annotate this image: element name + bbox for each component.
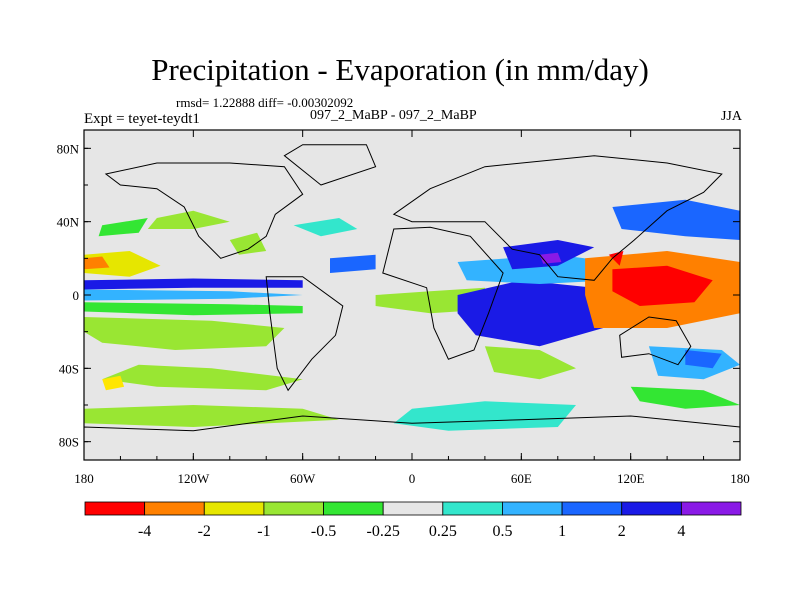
coastline [283,144,377,186]
colorbar-label: -2 [198,523,211,540]
coastline [104,162,304,259]
colorbar-swatch [382,501,444,516]
colorbar: -4 -2 -1 -0.5 -0.25 0.25 0.5 1 2 4 [84,501,742,540]
colorbar-swatch [621,501,682,516]
colorbar-label: 0.5 [492,523,512,540]
value-region [293,218,358,237]
colorbar-swatch [144,501,205,516]
experiment-label: Expt = teyet-teydt1 [84,111,200,127]
chart-title: Precipitation - Evaporation (in mm/day) [151,52,649,87]
value-region [84,278,303,290]
y-tick-label: 80S [59,435,79,450]
value-region [484,346,576,380]
value-region [84,302,303,316]
colorbar-swatch [442,501,503,516]
colorbar-label: 1 [558,523,566,540]
colorbar-label: 0.25 [429,523,457,540]
x-tick-label: 60W [290,471,316,486]
value-region [84,251,161,277]
value-region [393,401,576,431]
value-region [612,199,740,240]
colorbar-swatch [323,501,384,516]
value-region [84,405,340,427]
y-tick-label: 0 [73,288,80,303]
x-tick-label: 60E [511,471,532,486]
case-label: 097_2_MaBP - 097_2_MaBP [310,108,477,123]
x-tick-label: 180 [74,471,94,486]
value-region [84,317,285,350]
y-tick-label: 40N [57,215,80,230]
value-region [102,364,303,391]
value-region [457,254,613,284]
colorbar-swatch [561,501,623,516]
value-region [685,350,722,369]
value-region [229,232,267,255]
value-region [330,254,376,273]
x-tick-label: 120W [177,471,210,486]
value-region [98,218,148,237]
coastline [84,415,740,460]
colorbar-swatch [680,501,742,516]
colorbar-label: 2 [618,523,626,540]
value-region [147,210,230,229]
coastline [392,155,723,281]
axes: 180 120W 60W 0 60E 120E 180 80N 40N 0 40S 80S [57,129,750,486]
coastline [382,226,504,360]
value-region [102,375,125,391]
value-region [84,256,110,270]
colorbar-swatch [263,501,324,516]
plot-area [84,130,740,460]
colorbar-label: 4 [677,523,685,540]
coastline [265,276,344,392]
value-region [630,386,740,409]
season-label: JJA [720,109,742,124]
value-region [375,287,485,314]
value-region [608,251,624,266]
colorbar-label: -1 [257,523,270,540]
stats-text: rmsd= 1.22888 diff= -0.00302092 [176,95,354,110]
x-tick-label: 120E [617,471,645,486]
coastline [619,316,692,366]
colorbar-label: -4 [138,523,151,540]
colorbar-label: -0.25 [367,523,400,540]
colorbar-label: -0.5 [311,523,336,540]
y-tick-label: 40S [59,361,79,376]
x-tick-label: 180 [730,471,750,486]
colorbar-swatch [84,501,146,516]
value-region [84,289,303,301]
value-region [612,265,713,306]
colorbar-swatch [203,501,265,516]
y-tick-label: 80N [57,141,80,156]
x-tick-label: 0 [409,471,416,486]
colorbar-swatch [502,501,563,516]
